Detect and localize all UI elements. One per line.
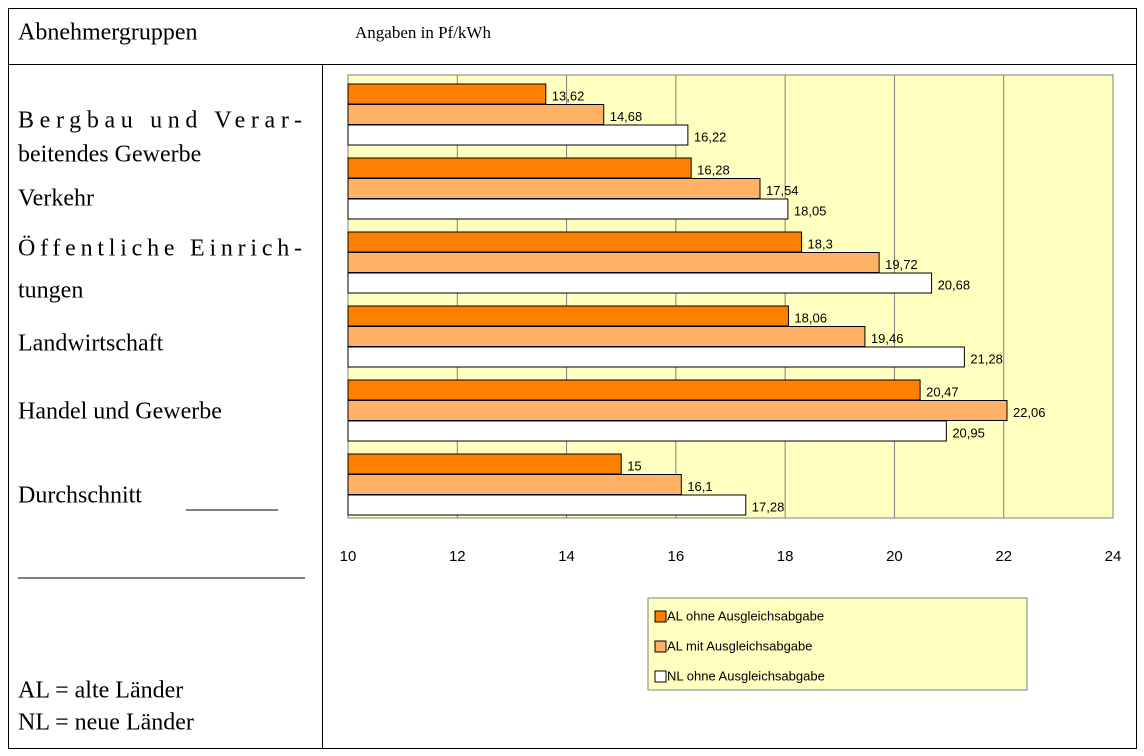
bar — [347, 252, 880, 273]
x-tick-label: 14 — [558, 548, 575, 565]
category-label: Bergbau und Verar- — [18, 108, 302, 134]
bar — [347, 104, 605, 125]
value-label: 13,62 — [552, 88, 585, 103]
bar — [347, 198, 789, 220]
value-label: 17,28 — [752, 499, 785, 514]
bar — [347, 231, 803, 253]
value-label: 16,22 — [694, 129, 727, 144]
table-border — [8, 8, 1137, 749]
category-label: tungen — [18, 278, 83, 304]
value-label: 19,72 — [885, 257, 918, 272]
header-title: Abnehmergruppen — [18, 20, 198, 46]
bar — [347, 453, 622, 475]
value-label: 17,54 — [766, 183, 799, 198]
bar — [347, 83, 547, 105]
value-label: 22,06 — [1013, 405, 1046, 420]
legend-label: AL ohne Ausgleichsabgabe — [667, 608, 824, 623]
value-label: 21,28 — [970, 351, 1003, 366]
bar — [347, 305, 789, 327]
category-label: Durchschnitt — [18, 483, 142, 509]
header-unit: Angaben in Pf/kWh — [355, 23, 491, 42]
value-label: 14,68 — [610, 109, 643, 124]
x-tick-label: 12 — [449, 548, 466, 565]
value-label: 15 — [627, 458, 641, 473]
x-tick-label: 20 — [886, 548, 903, 565]
bar — [347, 379, 921, 401]
category-label: beitendes Gewerbe — [18, 142, 201, 168]
value-label: 20,47 — [926, 384, 959, 399]
category-label: Landwirtschaft — [18, 331, 164, 357]
bar — [347, 124, 689, 146]
bar — [347, 346, 965, 368]
note: AL = alte Länder — [18, 678, 183, 704]
x-tick-label: 22 — [995, 548, 1012, 565]
legend-label: AL mit Ausgleichsabgabe — [667, 638, 813, 653]
bar — [347, 157, 692, 179]
x-tick-label: 10 — [340, 548, 357, 565]
bar — [347, 400, 1008, 421]
bar — [347, 272, 933, 294]
category-label: Öffentliche Einrich- — [18, 236, 302, 262]
legend-swatch — [654, 670, 667, 683]
legend — [647, 597, 1028, 691]
bar — [347, 494, 747, 516]
bar — [347, 420, 947, 442]
value-label: 20,68 — [938, 277, 971, 292]
value-label: 16,1 — [687, 479, 712, 494]
note: NL = neue Länder — [18, 710, 194, 736]
value-label: 18,05 — [794, 203, 827, 218]
x-tick-label: 18 — [777, 548, 794, 565]
legend-label: NL ohne Ausgleichsabgabe — [667, 668, 825, 683]
bar — [347, 326, 866, 347]
plot-area — [347, 74, 1114, 519]
bar — [347, 474, 682, 495]
category-label: Verkehr — [18, 186, 94, 212]
value-label: 16,28 — [697, 162, 730, 177]
bar — [347, 178, 761, 199]
legend-swatch — [654, 610, 667, 623]
value-label: 19,46 — [871, 331, 904, 346]
value-label: 18,3 — [808, 236, 833, 251]
legend-swatch — [654, 640, 667, 653]
value-label: 20,95 — [952, 425, 985, 440]
value-label: 18,06 — [794, 310, 827, 325]
category-label: Handel und Gewerbe — [18, 399, 222, 425]
x-tick-label: 16 — [668, 548, 685, 565]
x-tick-label: 24 — [1105, 548, 1122, 565]
